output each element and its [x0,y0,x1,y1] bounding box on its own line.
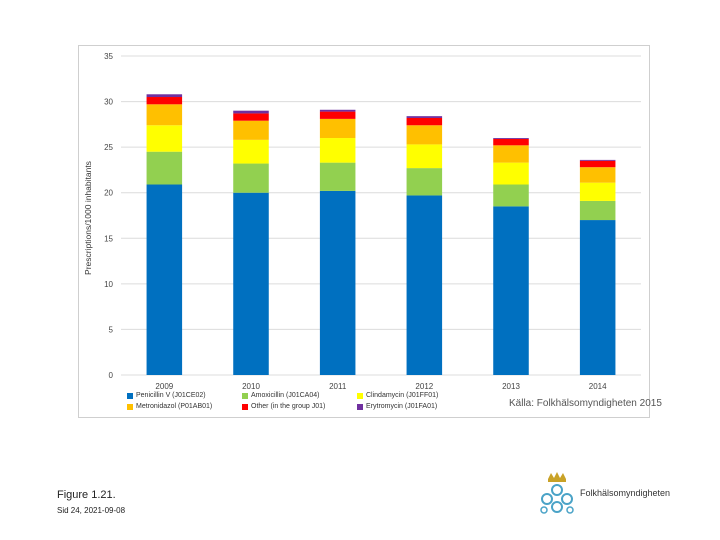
bar-segment-2013-1 [493,184,529,207]
bar-segment-2014-4 [579,160,616,168]
legend-label: Clindamycin (J01FF01) [366,392,439,399]
x-tick-label: 2011 [329,382,347,391]
x-tick-label: 2010 [242,382,260,391]
legend-item-penicillin: Penicillin V (J01CE02) [127,392,242,399]
bar-segment-2011-5 [319,109,356,112]
y-tick-label: 15 [104,234,113,243]
y-tick-label: 5 [109,325,114,334]
bar-segment-2010-4 [233,113,269,121]
bar-segment-2012-0 [406,195,443,375]
legend-swatch [357,403,363,410]
bar-segment-2009-4 [146,97,183,105]
bar-segment-2010-5 [233,110,269,114]
x-tick-label: 2012 [415,382,433,391]
gridlines [121,55,641,376]
bar-segment-2009-0 [146,184,183,375]
legend-item-clindamycin: Clindamycin (J01FF01) [357,392,477,399]
bar-segment-2011-2 [319,138,356,163]
bar-segment-2014-5 [579,159,616,161]
bar-segment-2011-1 [319,162,356,191]
bar-segment-2010-3 [233,120,269,140]
bar-segment-2012-1 [406,168,443,196]
legend-swatch [357,392,363,399]
logo-text: Folkhälsomyndigheten [580,488,671,498]
legend-item-other: Other (in the group J01) [242,403,357,410]
bar-segment-2010-2 [233,139,269,164]
bar-segment-2011-4 [319,111,356,119]
bar-segment-2012-4 [406,117,443,126]
legend-label: Other (in the group J01) [251,403,326,410]
bar-segment-2009-3 [146,104,183,126]
chart-frame: 0 5 10 15 20 25 30 35 2009 2010 2011 2012 2013 2014 … [78,45,650,418]
figure-date: Sid 24, 2021-09-08 [57,506,126,515]
x-axis-ticks: 2009 2010 2011 2012 2013 2014 [155,382,607,391]
legend-label: Metronidazol (P01AB01) [136,403,213,410]
legend-label: Penicillin V (J01CE02) [136,392,206,399]
x-tick-label: 2013 [502,382,520,391]
bar-segment-2013-5 [493,138,529,139]
bar-segment-2014-1 [579,200,616,221]
bar-segment-2011-3 [319,118,356,139]
bar-segment-2010-1 [233,163,269,193]
x-tick-label: 2009 [155,382,173,391]
bar-segment-2010-0 [233,192,269,375]
legend-swatch [242,403,248,410]
bar-segment-2012-3 [406,125,443,145]
bar-segment-2009-1 [146,151,183,185]
crown-emblem-icon [540,472,574,514]
y-tick-label: 0 [109,371,114,380]
legend-label: Amoxicillin (J01CA04) [251,392,320,399]
bar-segment-2009-5 [146,94,183,98]
y-tick-label: 25 [104,143,113,152]
y-tick-label: 35 [104,52,113,61]
figure-title: Figure 1.21. [57,489,116,501]
legend-item-erytromycin: Erytromycin (J01FA01) [357,403,477,410]
y-tick-label: 30 [104,98,113,107]
y-tick-label: 20 [104,189,113,198]
bar-segment-2013-4 [493,138,529,146]
logo: Folkhälsomyndigheten [536,470,670,516]
bar-segment-2012-2 [406,144,443,169]
bar-segment-2013-3 [493,145,529,163]
legend-item-metronidazol: Metronidazol (P01AB01) [127,403,242,410]
legend-swatch [127,392,133,399]
y-tick-label: 10 [104,280,113,289]
x-tick-label: 2014 [589,382,607,391]
bar-segment-2013-2 [493,162,529,185]
bar-segment-2009-2 [146,125,183,152]
legend-swatch [242,392,248,399]
legend-label: Erytromycin (J01FA01) [366,403,438,410]
bar-segment-2014-3 [579,167,616,183]
y-axis-ticks: 0 5 10 15 20 25 30 35 [104,52,113,380]
chart-legend: Penicillin V (J01CE02) Amoxicillin (J01C… [127,392,507,410]
y-axis-label: Prescriptions/1000 inhabitants [83,161,93,275]
bar-segment-2011-0 [319,190,356,375]
bar-segment-2014-0 [579,220,616,375]
legend-item-amoxicillin: Amoxicillin (J01CA04) [242,392,357,399]
bar-segment-2014-2 [579,182,616,201]
bar-segment-2012-5 [406,116,443,118]
source-note: Källa: Folkhälsomyndigheten 2015 [509,398,662,409]
legend-swatch [127,403,133,410]
bar-segment-2013-0 [493,206,529,375]
bars [146,94,616,375]
